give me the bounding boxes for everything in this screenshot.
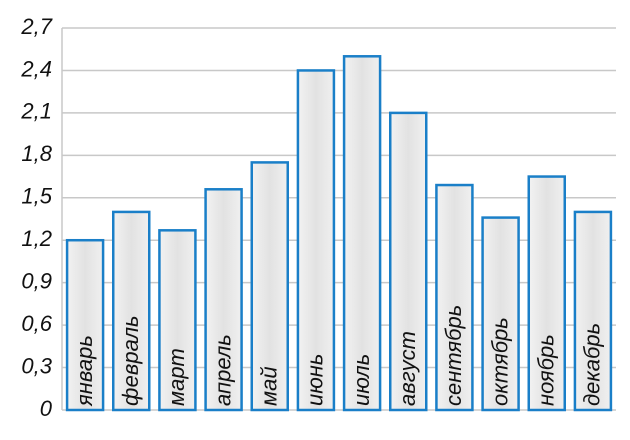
x-tick-label: октябрь xyxy=(487,317,512,406)
y-tick-label: 2,7 xyxy=(20,14,52,39)
x-tick-label: апрель xyxy=(210,334,235,406)
y-tick-label: 1,8 xyxy=(21,141,52,166)
x-tick-label: январь xyxy=(72,335,97,407)
y-tick-label: 0 xyxy=(40,396,53,421)
bar xyxy=(481,216,520,412)
x-tick-label: ноябрь xyxy=(534,334,559,406)
bar xyxy=(573,210,613,412)
x-tick-label: сентябрь xyxy=(441,305,466,406)
bar xyxy=(296,69,336,412)
x-tick-label: июль xyxy=(349,354,374,406)
bar xyxy=(250,161,289,412)
x-tick-label: июнь xyxy=(303,354,328,406)
bar xyxy=(65,238,105,412)
x-tick-label: май xyxy=(257,366,282,406)
y-tick-label: 2,1 xyxy=(20,99,52,124)
bar xyxy=(527,175,566,412)
bar xyxy=(389,111,428,412)
x-tick-label: февраль xyxy=(118,315,143,406)
x-tick-label: декабрь xyxy=(580,323,605,406)
y-tick-label: 1,5 xyxy=(21,184,52,209)
bar xyxy=(435,183,474,412)
y-tick-label: 0,6 xyxy=(21,311,52,336)
x-tick-label: март xyxy=(164,348,189,406)
bar xyxy=(158,229,197,412)
y-tick-label: 0,9 xyxy=(21,268,52,293)
bar xyxy=(204,188,243,412)
bar xyxy=(112,210,151,412)
y-tick-label: 1,2 xyxy=(21,226,52,251)
x-tick-label: август xyxy=(395,331,420,406)
y-tick-label: 0,3 xyxy=(21,353,52,378)
y-tick-label: 2,4 xyxy=(20,56,52,81)
bar xyxy=(342,55,382,412)
